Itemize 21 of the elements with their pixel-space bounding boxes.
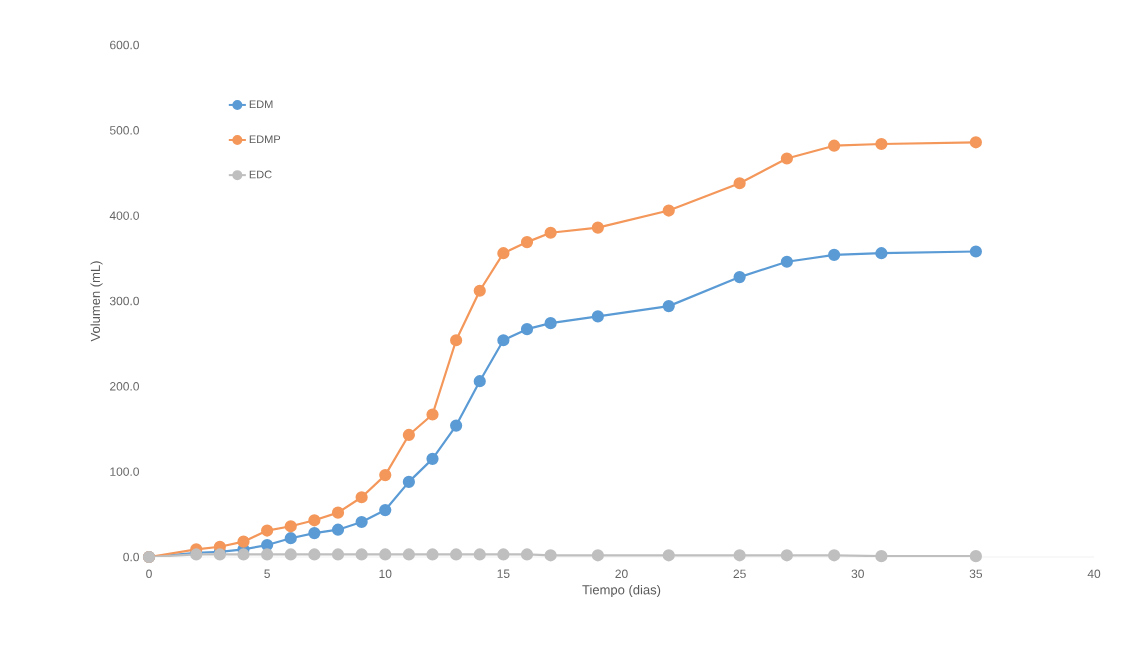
x-tick-label: 35 bbox=[969, 569, 983, 579]
legend-label: EDC bbox=[249, 170, 272, 179]
x-tick-label: 25 bbox=[733, 569, 746, 579]
y-axis-title: Volumen (mL) bbox=[90, 261, 103, 342]
x-tick-label: 5 bbox=[264, 569, 270, 578]
y-tick-label: 200.0 bbox=[110, 382, 139, 391]
x-tick-label: 40 bbox=[1087, 569, 1101, 579]
y-tick-label: 500.0 bbox=[109, 126, 139, 135]
x-tick-label: 10 bbox=[379, 569, 392, 579]
y-tick-label: 0.0 bbox=[123, 552, 140, 562]
legend-label: EDMP bbox=[249, 135, 281, 144]
y-tick-label: 600.0 bbox=[110, 40, 139, 50]
x-tick-label: 15 bbox=[497, 569, 510, 578]
y-tick-label: 400.0 bbox=[109, 211, 139, 220]
y-tick-label: 300.0 bbox=[109, 296, 139, 306]
y-tick-label: 100.0 bbox=[110, 467, 139, 476]
x-tick-label: 30 bbox=[851, 569, 864, 579]
x-axis-title: Tiempo (dias) bbox=[582, 584, 661, 598]
x-tick-label: 20 bbox=[615, 569, 628, 579]
x-tick-label: 0 bbox=[146, 569, 152, 579]
legend-label: EDM bbox=[249, 100, 273, 108]
